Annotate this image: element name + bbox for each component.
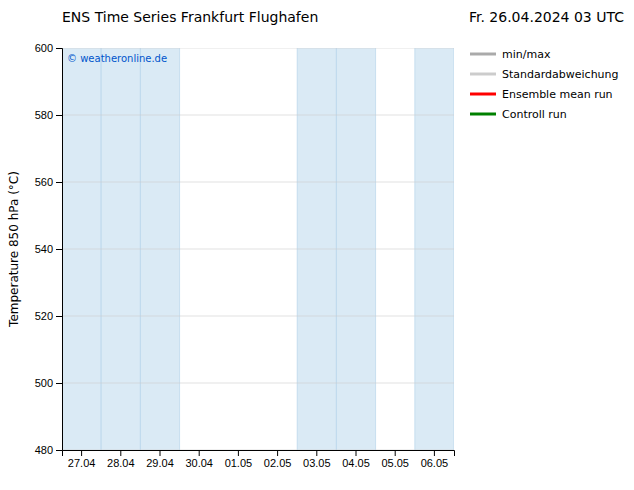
y-axis: 480 500 520 540 560 580 600 bbox=[35, 42, 63, 456]
x-tick-mark bbox=[434, 450, 435, 456]
x-tick-label: 06.05 bbox=[421, 457, 449, 469]
legend-item: Standardabweichung bbox=[470, 68, 619, 81]
x-tick: 04.05 bbox=[342, 450, 370, 469]
legend-label: min/max bbox=[502, 48, 551, 61]
y-tick: 540 bbox=[35, 243, 62, 255]
y-tick-label: 500 bbox=[35, 377, 53, 389]
x-tick-label: 28.04 bbox=[107, 457, 135, 469]
y-tick: 480 bbox=[35, 444, 62, 456]
y-tick-mark bbox=[56, 48, 62, 49]
grid-line bbox=[62, 249, 454, 250]
y-tick-label: 520 bbox=[35, 310, 53, 322]
legend-label: Standardabweichung bbox=[502, 68, 619, 81]
y-tick-mark bbox=[56, 383, 62, 384]
x-tick-mark bbox=[356, 450, 357, 456]
x-tick-mark bbox=[316, 450, 317, 456]
legend-swatch bbox=[470, 53, 496, 56]
y-tick-mark bbox=[56, 249, 62, 250]
x-tick: 05.05 bbox=[381, 450, 409, 469]
marks bbox=[62, 48, 454, 450]
x-tick-mark bbox=[395, 450, 396, 456]
legend-label: Ensemble mean run bbox=[502, 88, 613, 101]
x-tick-mark bbox=[81, 450, 82, 456]
x-tick: 01.05 bbox=[225, 450, 253, 469]
y-tick-mark bbox=[56, 182, 62, 183]
x-tick-label: 04.05 bbox=[342, 457, 370, 469]
plot: 27.04 28.04 29.04 30.04 01.05 02.05 03.05 04.05… bbox=[7, 42, 455, 469]
x-tick: 29.04 bbox=[146, 450, 174, 469]
y-axis-title: Temperature 850 hPa (°C) bbox=[7, 171, 21, 328]
y-axis-line bbox=[56, 49, 63, 451]
x-tick: 06.05 bbox=[421, 450, 449, 469]
y-tick: 600 bbox=[35, 42, 62, 54]
grid-line bbox=[62, 316, 454, 317]
y-tick-mark bbox=[56, 450, 62, 451]
y-tick-label: 480 bbox=[35, 444, 53, 456]
y-tick: 580 bbox=[35, 109, 62, 121]
y-tick-mark bbox=[56, 316, 62, 317]
x-tick-mark bbox=[238, 450, 239, 456]
legend-item: min/max bbox=[470, 48, 551, 61]
x-tick-label: 30.04 bbox=[185, 457, 213, 469]
legend-item: Controll run bbox=[470, 108, 567, 121]
x-axis-line bbox=[63, 451, 455, 457]
grid-line bbox=[62, 450, 454, 451]
x-tick-mark bbox=[120, 450, 121, 456]
x-tick-mark bbox=[277, 450, 278, 456]
legend-label: Controll run bbox=[502, 108, 567, 121]
x-axis: 27.04 28.04 29.04 30.04 01.05 02.05 03.05 04.05… bbox=[63, 450, 455, 469]
y-tick-mark bbox=[56, 115, 62, 116]
legend-swatch bbox=[470, 73, 496, 76]
legend-swatch bbox=[470, 113, 496, 116]
title: ENS Time Series Frankfurt Flughafen bbox=[62, 9, 318, 25]
grid-line bbox=[62, 182, 454, 183]
x-tick-label: 03.05 bbox=[303, 457, 331, 469]
grid-line bbox=[62, 383, 454, 384]
legend-item: Ensemble mean run bbox=[470, 88, 613, 101]
x-tick-label: 01.05 bbox=[225, 457, 253, 469]
x-tick: 30.04 bbox=[185, 450, 213, 469]
y-tick-label: 540 bbox=[35, 243, 53, 255]
x-tick-label: 02.05 bbox=[264, 457, 292, 469]
y-tick: 500 bbox=[35, 377, 62, 389]
y-tick: 520 bbox=[35, 310, 62, 322]
y-tick-label: 580 bbox=[35, 109, 53, 121]
legend-swatch bbox=[470, 93, 496, 96]
y-tick-label: 560 bbox=[35, 176, 53, 188]
chart: ENS Time Series Frankfurt Flughafen Fr. 2… bbox=[0, 0, 634, 490]
x-tick-mark bbox=[160, 450, 161, 456]
subtitle: Fr. 26.04.2024 03 UTC bbox=[469, 9, 624, 25]
x-tick: 02.05 bbox=[264, 450, 292, 469]
x-tick: 28.04 bbox=[107, 450, 135, 469]
x-tick-mark bbox=[199, 450, 200, 456]
y-tick-label: 600 bbox=[35, 42, 53, 54]
annotation: © weatheronline.de bbox=[67, 53, 167, 64]
x-tick-label: 29.04 bbox=[146, 457, 174, 469]
grid-line bbox=[62, 48, 454, 49]
x-tick-label: 27.04 bbox=[68, 457, 96, 469]
legend: min/max Standardabweichung Ensemble mean r… bbox=[470, 48, 619, 121]
x-tick-label: 05.05 bbox=[381, 457, 409, 469]
grid-line bbox=[62, 115, 454, 116]
y-tick: 560 bbox=[35, 176, 62, 188]
x-tick: 03.05 bbox=[303, 450, 331, 469]
x-tick: 27.04 bbox=[68, 450, 96, 469]
